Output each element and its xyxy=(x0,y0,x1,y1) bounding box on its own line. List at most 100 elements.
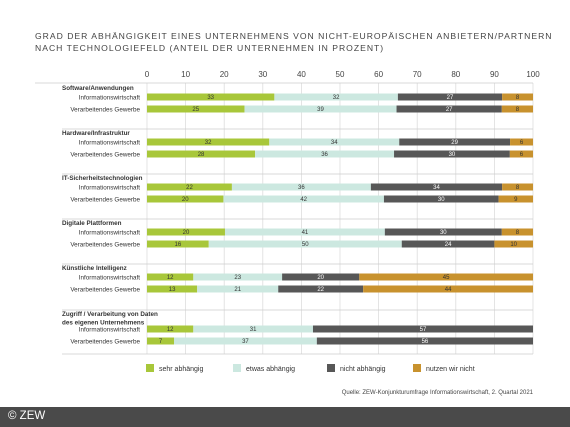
bar-value-label: 12 xyxy=(167,275,174,281)
group-label: Digitale Plattformen xyxy=(62,220,122,227)
bar-segment xyxy=(224,228,385,236)
bar-segment xyxy=(274,93,398,101)
row-label: Verarbeitendes Gewerbe xyxy=(70,286,140,293)
bar-value-label: 20 xyxy=(183,230,190,236)
bar-value-label: 12 xyxy=(167,327,174,333)
bar-value-label: 42 xyxy=(300,197,307,203)
bar-segment xyxy=(197,285,279,293)
bar-value-label: 39 xyxy=(317,107,324,113)
bar-value-label: 24 xyxy=(445,242,452,248)
bar-segment xyxy=(278,285,364,293)
bar-segment xyxy=(316,337,533,345)
stacked-bar-chart: 0 10 20 30 40 50 60 70 80 90 100 Software/Anwendung… xyxy=(35,70,540,396)
bar-value-label: 27 xyxy=(446,107,453,113)
bar-value-label: 9 xyxy=(514,197,518,203)
bar-segment xyxy=(502,183,533,191)
bar-value-label: 28 xyxy=(198,152,205,158)
row-label: Verarbeitendes Gewerbe xyxy=(70,196,140,203)
legend-swatch xyxy=(146,364,154,372)
x-tick-label: 0 xyxy=(145,70,150,79)
bar-segment xyxy=(147,183,232,191)
row-label: Informationswirtschaft xyxy=(79,139,140,146)
chart-title-line-2: NACH TECHNOLOGIEFELD (ANTEIL DER UNTERNE… xyxy=(35,43,385,53)
bar-segment xyxy=(312,325,533,333)
bar-value-label: 34 xyxy=(331,140,338,146)
bar-value-label: 8 xyxy=(516,230,520,236)
chart-area: GRAD DER ABHÄNGIGKEIT EINES UNTERNEHMENS… xyxy=(35,31,552,396)
bar-value-label: 8 xyxy=(516,185,520,191)
bar-segment xyxy=(208,240,402,248)
bar-segment xyxy=(255,150,395,158)
group-label: Zugriff / Verarbeitung von Daten xyxy=(62,311,158,318)
x-tick-label: 50 xyxy=(336,70,345,79)
bar-segment xyxy=(494,240,533,248)
bar-segment xyxy=(498,195,533,203)
group-label: des eigenen Unternehmens xyxy=(62,320,145,327)
bar-value-label: 20 xyxy=(182,197,189,203)
bar-value-label: 34 xyxy=(433,185,440,191)
bar-value-label: 22 xyxy=(186,185,193,191)
x-tick-label: 40 xyxy=(297,70,306,79)
bar-segment xyxy=(147,150,256,158)
bar-segment xyxy=(147,195,224,203)
bar-segment xyxy=(147,93,275,101)
bar-segment xyxy=(193,273,283,281)
bar-value-label: 50 xyxy=(302,242,309,248)
legend-swatch xyxy=(413,364,421,372)
bar-value-label: 27 xyxy=(447,95,454,101)
copyright-bar: © ZEW xyxy=(0,407,570,427)
copyright-text: © ZEW xyxy=(8,410,46,422)
group-label: Hardware/Infrastruktur xyxy=(62,130,130,137)
bar-segment xyxy=(510,138,533,146)
x-tick-label: 100 xyxy=(526,70,540,79)
bar-segment xyxy=(396,105,502,113)
bar-segment xyxy=(147,285,198,293)
source-note: Quelle: ZEW-Konjunkturumfrage Informatio… xyxy=(342,390,534,396)
legend-label: sehr abhängig xyxy=(159,366,203,373)
bar-value-label: 30 xyxy=(449,152,456,158)
bar-value-label: 25 xyxy=(192,107,199,113)
bar-value-label: 30 xyxy=(438,197,445,203)
row-label: Verarbeitendes Gewerbe xyxy=(70,241,140,248)
bar-segment xyxy=(282,273,360,281)
bar-value-label: 13 xyxy=(169,287,176,293)
bar-segment xyxy=(501,228,533,236)
group-label: Software/Anwendungen xyxy=(62,85,134,92)
x-tick-label: 90 xyxy=(490,70,499,79)
bar-segment xyxy=(244,105,397,113)
bar-segment xyxy=(383,195,499,203)
legend-label: nicht abhängig xyxy=(340,366,386,373)
x-tick-label: 30 xyxy=(258,70,267,79)
bar-value-label: 20 xyxy=(317,275,324,281)
bar-value-label: 21 xyxy=(234,287,241,293)
bar-value-label: 30 xyxy=(440,230,447,236)
bar-segment xyxy=(401,240,495,248)
group-label: Künstliche Intelligenz xyxy=(62,265,127,272)
row-label: Verarbeitendes Gewerbe xyxy=(70,106,140,113)
bar-segment xyxy=(147,325,194,333)
bar-value-label: 41 xyxy=(302,230,309,236)
bar-value-label: 36 xyxy=(298,185,305,191)
bar-value-label: 57 xyxy=(420,327,427,333)
row-label: Informationswirtschaft xyxy=(79,274,140,281)
bar-segment xyxy=(231,183,371,191)
bar-value-label: 23 xyxy=(234,275,241,281)
row-label: Verarbeitendes Gewerbe xyxy=(70,151,140,158)
legend-label: nutzen wir nicht xyxy=(426,366,475,373)
bar-value-label: 36 xyxy=(321,152,328,158)
bar-value-label: 37 xyxy=(242,339,249,345)
bar-segment xyxy=(147,240,209,248)
bar-segment xyxy=(147,273,194,281)
bar-segment xyxy=(397,93,503,101)
x-tick-label: 10 xyxy=(181,70,190,79)
row-label: Informationswirtschaft xyxy=(79,184,140,191)
bar-segment xyxy=(147,105,245,113)
bar-value-label: 44 xyxy=(445,287,452,293)
row-label: Informationswirtschaft xyxy=(79,229,140,236)
bar-segment xyxy=(269,138,400,146)
bar-segment xyxy=(501,105,533,113)
legend-label: etwas abhängig xyxy=(246,366,295,373)
row-label: Informationswirtschaft xyxy=(79,94,140,101)
bar-segment xyxy=(174,337,317,345)
bar-value-label: 32 xyxy=(205,140,212,146)
